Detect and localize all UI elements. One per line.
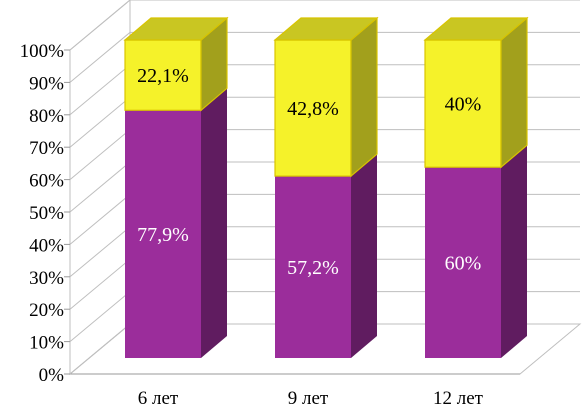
data-label: 77,9% [137,224,189,246]
y-tick-label: 80% [29,106,64,127]
y-tick-label: 10% [29,333,64,354]
y-tick-label: 60% [29,171,64,192]
y-tick-label: 20% [29,300,64,321]
bar-segment-side [201,88,227,358]
bar-top [273,17,379,41]
category-label: 12 лет [433,388,484,409]
y-tick-label: 70% [29,138,64,159]
bar-segment [275,176,351,358]
x-axis-categories: 6 лет 9 лет 12 лет [138,388,484,409]
bar-segment-side [351,154,377,358]
data-label: 57,2% [287,257,339,279]
y-tick-label: 0% [39,365,65,386]
y-tick-label: 40% [29,235,64,256]
y-tick-label: 90% [29,73,64,94]
data-label: 42,8% [287,98,339,120]
bar-segment [274,39,352,177]
y-tick-label: 30% [29,268,64,289]
bar-segment-side [350,16,378,178]
gridline [69,31,580,83]
data-label: 22,1% [137,65,189,87]
bar-segment-side [501,145,527,358]
y-axis-ticks: 0% 10% 20% 30% 40% 50% 60% 70% 80% 90% 100% [20,41,65,386]
bars: 77,9% 22,1% 57,2% 42,8% 60% 40% [123,16,529,358]
bar-segment [424,39,502,168]
y-tick-label: 50% [29,203,64,224]
data-label: 40% [445,94,482,116]
bar-segment-side [500,16,528,169]
y-tick-label: 100% [20,41,65,62]
bar-segment [425,167,501,358]
bar-top [423,17,529,41]
data-label: 60% [445,253,482,275]
bar-top [123,17,229,41]
bar-segment [124,39,202,111]
category-label: 9 лет [288,388,329,409]
bar-segment [125,110,201,358]
category-label: 6 лет [138,388,179,409]
gridline [69,0,580,51]
